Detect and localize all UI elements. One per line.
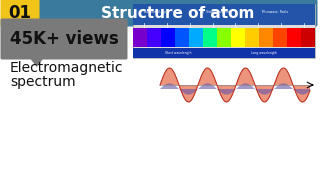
Bar (287, 28, 301, 47)
Text: Electromagnetic: Electromagnetic (10, 61, 124, 75)
Text: 01: 01 (9, 4, 31, 22)
Bar (301, 28, 315, 47)
FancyBboxPatch shape (38, 0, 317, 26)
Bar (259, 28, 273, 47)
Bar (231, 28, 245, 47)
Bar (203, 28, 217, 47)
Bar (273, 28, 287, 47)
Text: 45K+ views: 45K+ views (10, 30, 118, 48)
Bar (245, 28, 259, 47)
FancyBboxPatch shape (1, 0, 39, 26)
Text: Gamma  X-ray: Gamma X-ray (144, 10, 166, 14)
Bar (189, 28, 203, 47)
Text: UV  Visible  Infrared: UV Visible Infrared (200, 10, 230, 14)
Bar (161, 28, 175, 47)
Bar (133, 4, 315, 24)
Text: Microwave  Radio: Microwave Radio (262, 10, 288, 14)
Bar (133, 4, 315, 58)
Text: Long wavelength: Long wavelength (251, 51, 277, 55)
Text: Short wavelength: Short wavelength (165, 51, 192, 55)
Bar (217, 28, 231, 47)
Polygon shape (30, 58, 44, 67)
Bar (133, 48, 315, 58)
Bar (175, 28, 189, 47)
Text: Structure of atom: Structure of atom (101, 6, 255, 21)
Text: spectrum: spectrum (10, 75, 76, 89)
Bar (133, 28, 147, 47)
FancyBboxPatch shape (1, 19, 127, 60)
Bar (147, 28, 161, 47)
